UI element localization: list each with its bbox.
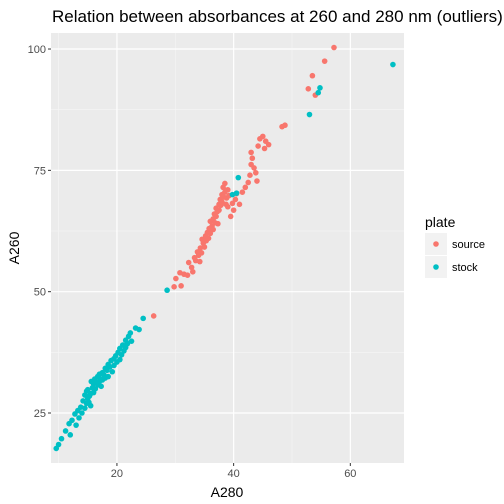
- x-axis-title: A280: [211, 484, 244, 500]
- data-point-source: [184, 272, 191, 278]
- data-point-source: [251, 165, 257, 171]
- data-point-source: [321, 58, 328, 64]
- data-point-source: [229, 200, 236, 207]
- data-point-source: [198, 250, 205, 256]
- series-source: [150, 44, 337, 319]
- data-point-source: [305, 86, 312, 92]
- y-tick-label: 25: [34, 408, 46, 420]
- data-point-source: [242, 184, 249, 191]
- data-point-source: [254, 178, 260, 184]
- data-point-source: [239, 189, 246, 195]
- data-point-source: [215, 220, 221, 227]
- data-point-source: [210, 226, 217, 233]
- data-point-stock: [136, 326, 142, 333]
- data-point-stock: [235, 174, 242, 181]
- data-point-source: [171, 284, 177, 290]
- data-point-stock: [128, 338, 135, 344]
- data-point-source: [185, 259, 192, 266]
- data-point-source: [219, 199, 225, 205]
- y-tick-label: 100: [28, 44, 46, 56]
- data-point-source: [224, 186, 231, 193]
- series-stock: [53, 61, 396, 452]
- data-point-source: [247, 172, 253, 179]
- data-point-stock: [87, 402, 94, 409]
- data-point-source: [309, 72, 316, 79]
- data-point-source: [227, 213, 234, 220]
- data-point-source: [248, 149, 254, 156]
- data-points: [53, 44, 396, 452]
- data-point-stock: [69, 417, 75, 424]
- data-point-source: [245, 179, 252, 186]
- data-point-stock: [117, 356, 123, 363]
- data-point-stock: [58, 435, 65, 442]
- data-point-source: [207, 230, 214, 237]
- legend-label-source: source: [452, 239, 485, 251]
- data-point-source: [213, 213, 219, 220]
- legend: plate source stock: [425, 214, 485, 278]
- data-point-stock: [124, 340, 131, 347]
- data-point-stock: [306, 111, 313, 118]
- data-point-source: [255, 143, 261, 149]
- data-point-source: [265, 141, 272, 148]
- data-point-stock: [164, 287, 170, 294]
- x-tick-label: 40: [228, 468, 240, 480]
- data-point-source: [205, 235, 212, 242]
- chart-title: Relation between absorbances at 260 and …: [52, 7, 503, 26]
- data-point-source: [252, 169, 259, 176]
- y-axis: 25 50 75 100: [28, 44, 51, 420]
- data-point-stock: [390, 61, 396, 68]
- data-point-source: [222, 180, 228, 187]
- data-point-source: [261, 145, 268, 152]
- x-tick-label: 20: [111, 468, 123, 480]
- data-point-source: [236, 201, 243, 208]
- data-point-stock: [127, 330, 134, 336]
- legend-swatch-source: [433, 241, 439, 247]
- legend-swatch-stock: [433, 264, 439, 270]
- data-point-stock: [55, 441, 62, 448]
- y-axis-title: A260: [6, 231, 22, 264]
- plot-panel: [51, 33, 404, 463]
- data-point-stock: [98, 383, 104, 390]
- data-point-stock: [315, 89, 322, 96]
- data-point-stock: [84, 386, 91, 393]
- data-point-stock: [82, 405, 88, 411]
- legend-label-stock: stock: [452, 262, 478, 274]
- data-point-stock: [73, 422, 79, 428]
- data-point-source: [260, 133, 266, 140]
- data-point-stock: [317, 85, 323, 91]
- data-point-source: [282, 122, 288, 129]
- data-point-stock: [76, 415, 82, 421]
- data-point-source: [201, 244, 208, 250]
- data-point-source: [189, 268, 196, 275]
- data-point-source: [178, 283, 184, 289]
- grid-lines: [51, 33, 404, 463]
- data-point-source: [188, 264, 195, 271]
- legend-title: plate: [425, 214, 456, 230]
- data-point-stock: [92, 385, 99, 392]
- data-point-source: [230, 207, 237, 213]
- data-point-stock: [140, 315, 146, 322]
- data-point-stock: [79, 410, 85, 416]
- data-point-stock: [67, 432, 74, 438]
- data-point-stock: [62, 428, 69, 434]
- y-tick-label: 50: [34, 287, 46, 299]
- data-point-source: [331, 44, 337, 51]
- data-point-source: [224, 203, 231, 210]
- data-point-stock: [109, 368, 116, 375]
- data-point-source: [216, 207, 222, 213]
- data-point-source: [249, 155, 256, 162]
- data-point-stock: [105, 373, 111, 380]
- y-tick-label: 75: [34, 165, 46, 177]
- data-point-source: [232, 196, 239, 203]
- data-point-source: [150, 313, 157, 319]
- data-point-stock: [233, 190, 240, 196]
- data-point-source: [173, 275, 179, 282]
- x-tick-label: 60: [344, 468, 356, 480]
- x-axis: 20 40 60: [111, 463, 356, 480]
- data-point-source: [196, 258, 203, 265]
